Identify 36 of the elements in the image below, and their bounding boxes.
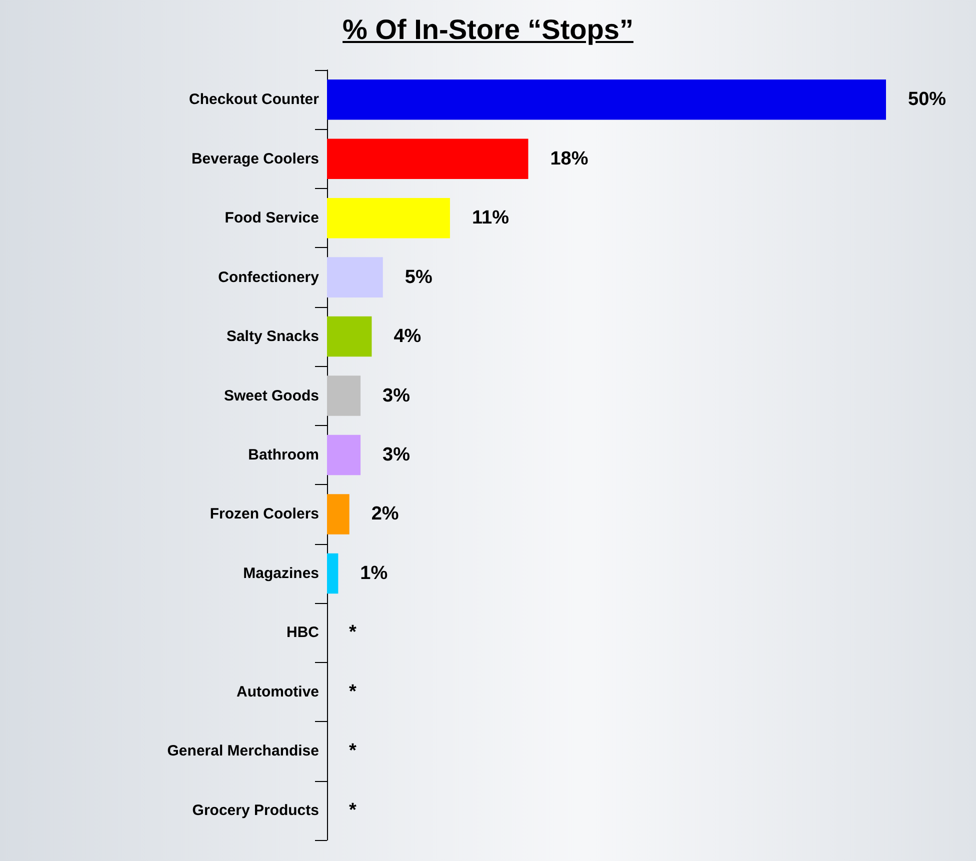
text: *	[349, 800, 356, 821]
data-label: 18%	[550, 148, 588, 170]
data-label: 11%	[472, 208, 510, 229]
y-tick-label: Sweet Goods	[224, 387, 319, 404]
y-tick-label: Automotive	[236, 683, 319, 700]
text: *	[349, 622, 356, 644]
bar	[327, 494, 350, 534]
text: *	[349, 681, 356, 702]
data-label: 3%	[382, 444, 410, 466]
y-tick-label: Frozen Coolers	[210, 506, 319, 523]
bar	[327, 553, 338, 594]
chart-title: % Of In-Store “Stops”	[342, 14, 634, 46]
bar	[327, 434, 361, 476]
y-tick-label: Confectionery	[218, 268, 320, 286]
bar	[327, 198, 450, 238]
data-label: 2%	[371, 504, 399, 525]
data-label: 50%	[908, 89, 946, 110]
y-tick-label: Grocery Products	[192, 802, 319, 819]
bar	[327, 79, 886, 120]
y-tick-label: Food Service	[224, 210, 319, 227]
data-label: 4%	[394, 326, 422, 348]
text: *	[349, 740, 356, 762]
data-label: 1%	[360, 562, 388, 584]
y-tick-label: Salty Snacks	[226, 328, 319, 346]
y-tick-label: General Merchandise	[167, 742, 319, 760]
data-label: 5%	[404, 266, 432, 288]
bar	[327, 376, 361, 416]
y-tick-label: Checkout Counter	[188, 91, 320, 108]
y-tick-label: Bathroom	[248, 446, 319, 464]
data-label: 3%	[382, 385, 410, 406]
bar	[327, 316, 372, 357]
y-tick-label: Magazines	[243, 564, 319, 582]
y-tick-label: Beverage Coolers	[191, 150, 319, 168]
bar	[327, 138, 528, 179]
y-tick-label: HBC	[286, 624, 320, 642]
bar	[327, 257, 383, 298]
